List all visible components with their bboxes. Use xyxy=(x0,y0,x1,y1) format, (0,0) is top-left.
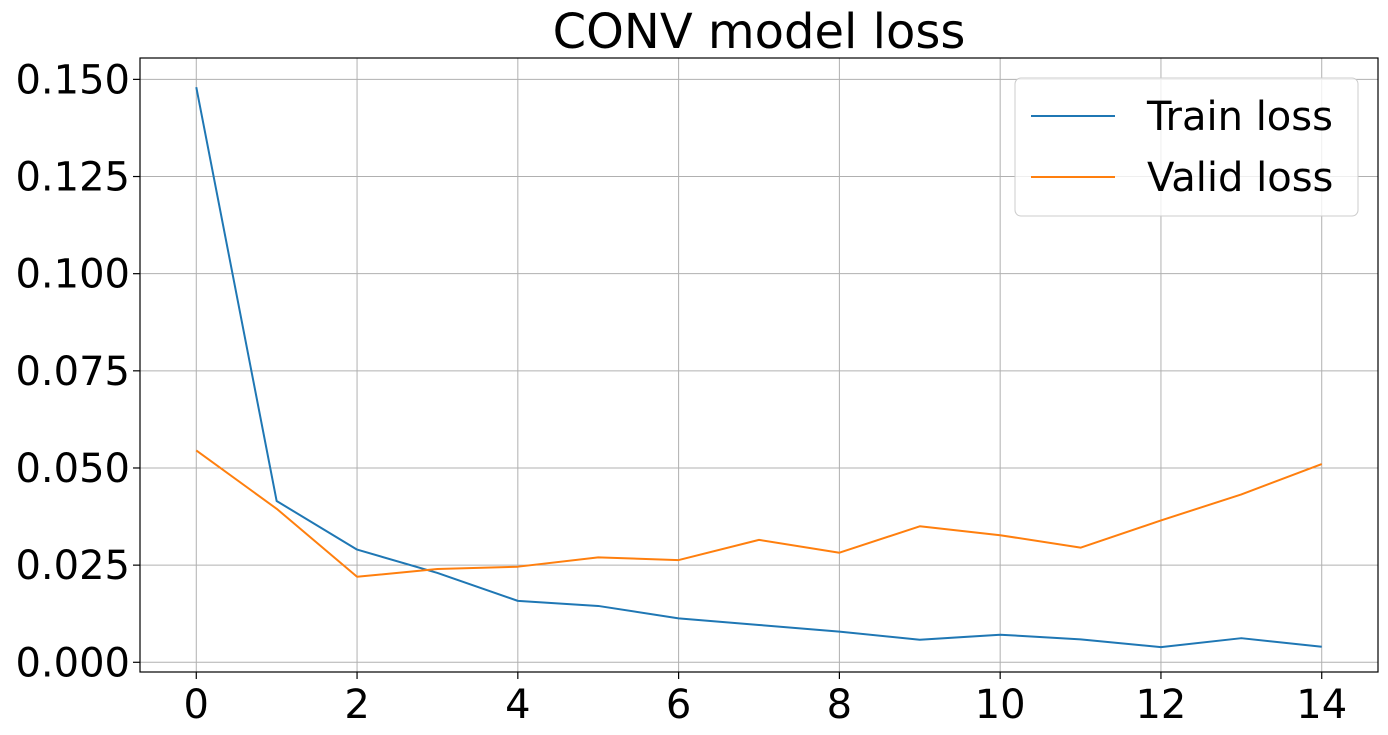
y-tick-label: 0.125 xyxy=(15,155,130,201)
y-tick-label: 0.050 xyxy=(15,446,130,492)
y-tick-label: 0.075 xyxy=(15,349,130,395)
y-tick-label: 0.000 xyxy=(15,640,130,686)
x-tick-label: 12 xyxy=(1135,682,1186,728)
plot-frame xyxy=(139,57,1379,673)
x-tick-label: 2 xyxy=(344,682,369,728)
legend-label: Train loss xyxy=(1146,94,1333,140)
series-line-train-loss xyxy=(195,86,1322,649)
x-tick-label: 0 xyxy=(184,682,209,728)
x-tick-label: 4 xyxy=(505,682,530,728)
x-tick-label: 6 xyxy=(666,682,691,728)
chart-title: CONV model loss xyxy=(553,4,966,60)
x-tick-label: 14 xyxy=(1296,682,1347,728)
y-tick-label: 0.025 xyxy=(15,543,130,589)
y-tick-label: 0.100 xyxy=(15,252,130,298)
x-tick-label: 8 xyxy=(827,682,852,728)
legend-label: Valid loss xyxy=(1147,155,1333,201)
series-line-valid-loss xyxy=(195,449,1323,578)
series-lines xyxy=(195,86,1323,649)
x-tick-label: 10 xyxy=(975,682,1026,728)
y-tick-label: 0.150 xyxy=(15,57,130,103)
x-axis: 0 2 4 6 8 10 12 14 xyxy=(184,672,1347,728)
y-axis: 0.000 0.025 0.050 0.075 0.100 0.125 0.150 xyxy=(15,57,140,686)
legend: Train loss Valid loss xyxy=(1014,77,1359,217)
legend-box xyxy=(1014,77,1359,217)
